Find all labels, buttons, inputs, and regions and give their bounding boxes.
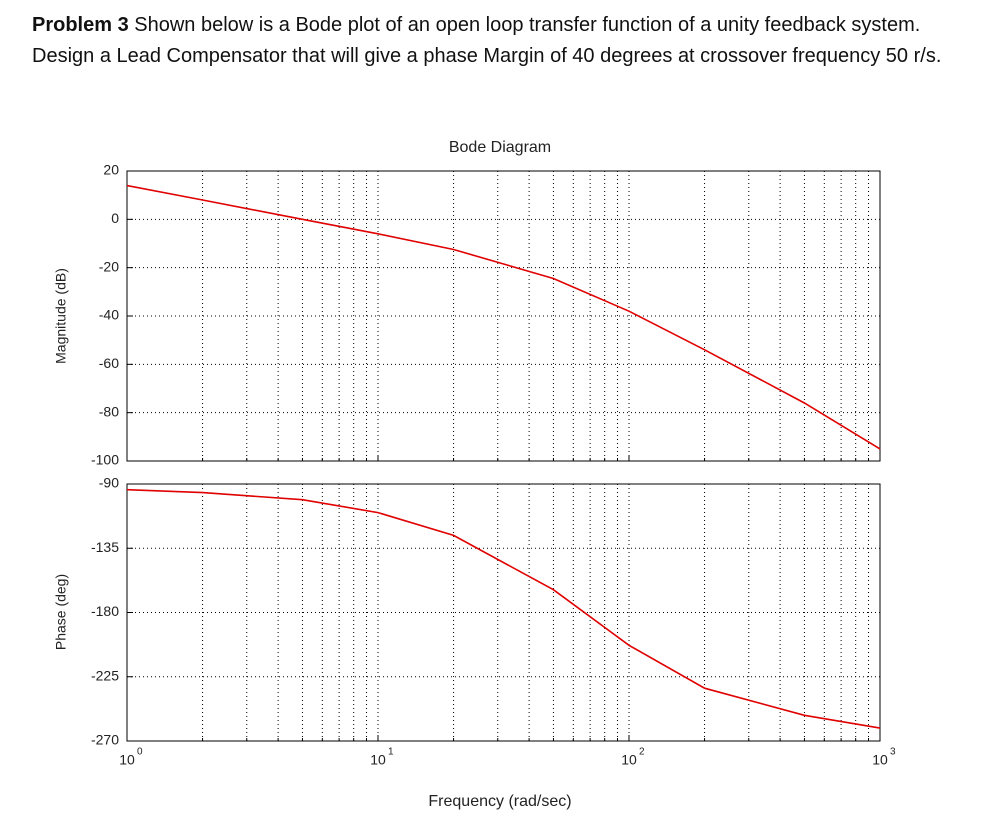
x-tick-label: 10 xyxy=(872,752,888,768)
problem-statement: Problem 3 Shown below is a Bode plot of … xyxy=(32,10,977,72)
y-tick-label: -40 xyxy=(99,307,119,323)
y-tick-label: -20 xyxy=(99,258,119,274)
y-axis-label: Phase (deg) xyxy=(53,574,69,650)
y-tick-label: 0 xyxy=(111,210,119,226)
y-tick-label: -270 xyxy=(91,732,119,748)
chart-title: Bode Diagram xyxy=(449,139,551,156)
y-tick-label: 20 xyxy=(103,162,119,178)
x-tick-exponent: 1 xyxy=(388,747,394,758)
y-tick-label: -80 xyxy=(99,403,119,419)
y-tick-label: -225 xyxy=(91,667,119,683)
y-tick-label: -90 xyxy=(99,475,119,491)
x-tick-exponent: 3 xyxy=(890,747,896,758)
y-tick-label: -100 xyxy=(91,452,119,468)
y-tick-label: -60 xyxy=(99,355,119,371)
y-axis-label: Magnitude (dB) xyxy=(53,268,69,364)
problem-text: Shown below is a Bode plot of an open lo… xyxy=(32,14,942,67)
x-axis-label: Frequency (rad/sec) xyxy=(428,793,571,810)
x-tick-label: 10 xyxy=(621,752,637,768)
plot-frame xyxy=(126,170,881,462)
y-tick-label: -135 xyxy=(91,539,119,555)
plot-frame xyxy=(126,483,881,742)
x-tick-exponent: 2 xyxy=(639,747,645,758)
x-tick-label: 10 xyxy=(370,752,386,768)
y-tick-label: -180 xyxy=(91,603,119,619)
line-series xyxy=(126,488,881,729)
line-series xyxy=(126,184,881,450)
x-tick-label: 10 xyxy=(119,752,135,768)
problem-label: Problem 3 xyxy=(32,14,129,36)
x-tick-exponent: 0 xyxy=(137,747,143,758)
